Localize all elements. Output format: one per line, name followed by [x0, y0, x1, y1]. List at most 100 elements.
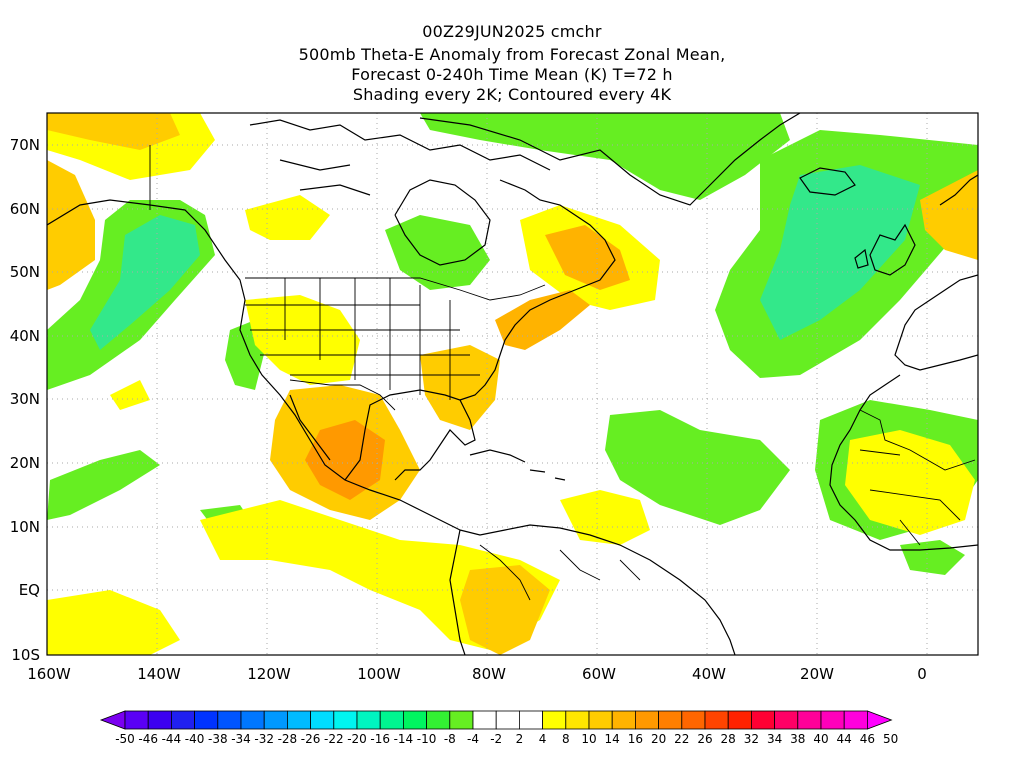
- title-line-3: Forecast 0-240h Time Mean (K) T=72 h: [351, 65, 673, 84]
- lon-label: 0: [917, 665, 927, 683]
- shade-alaska-core: [47, 113, 180, 150]
- colorbar-swatch: [820, 710, 845, 730]
- lon-label: 140W: [137, 665, 181, 683]
- colorbar-swatch: [124, 710, 149, 730]
- coast-scandinavia: [939, 174, 978, 206]
- colorbar-label: 34: [767, 732, 782, 746]
- south-america-borders: [479, 544, 641, 601]
- coast-baja: [289, 394, 331, 461]
- lon-label: 60W: [582, 665, 616, 683]
- colorbar-label: -46: [138, 732, 158, 746]
- shade-labrador-core: [545, 225, 630, 290]
- colorbar-swatch: [379, 710, 404, 730]
- lat-label: 10S: [11, 646, 40, 664]
- shade-canada-pos: [245, 195, 330, 240]
- colorbar-swatch: [333, 710, 358, 730]
- colorbar-swatch: [263, 710, 288, 730]
- coast-south-america: [449, 524, 736, 655]
- coast-africa: [829, 374, 978, 551]
- colorbar-label: -16: [370, 732, 390, 746]
- colorbar-label: -28: [278, 732, 298, 746]
- colorbar-arrow-left: [99, 710, 126, 730]
- lat-label: 40N: [10, 327, 40, 345]
- coast-british-isles: [854, 223, 916, 276]
- coast-hudson-bay: [394, 179, 491, 266]
- lon-label: 40W: [692, 665, 726, 683]
- lat-label: 50N: [10, 263, 40, 281]
- colorbar-swatch: [843, 710, 868, 730]
- colorbar-label: -26: [301, 732, 321, 746]
- colorbar-swatch: [519, 710, 544, 730]
- shade-southeast-pos: [420, 345, 500, 430]
- colorbar-label: 8: [562, 732, 570, 746]
- coast-north-america-west: [47, 199, 461, 531]
- graticule: [47, 113, 978, 655]
- colorbar-swatch: [565, 710, 590, 730]
- colorbar-label: 50: [883, 732, 898, 746]
- lon-label: 100W: [357, 665, 401, 683]
- colorbar-swatch: [402, 710, 427, 730]
- shade-caribbean-pos: [560, 490, 650, 545]
- shade-gulf-guinea-neg: [900, 540, 965, 575]
- lat-label: 20N: [10, 454, 40, 472]
- shade-north-atlantic-core: [760, 165, 920, 340]
- colorbar-label: -50: [115, 732, 135, 746]
- us-state-lines: [245, 278, 480, 400]
- title-line-1: 00Z29JUN2025 cmchr: [422, 22, 602, 41]
- shade-eastern-pacific-neg: [47, 450, 160, 520]
- colorbar-label: -44: [162, 732, 182, 746]
- shade-bering-pos: [47, 160, 95, 290]
- colorbar-label: 10: [581, 732, 596, 746]
- shade-east-coast-pos: [495, 290, 590, 350]
- colorbar-label: -32: [254, 732, 274, 746]
- colorbar-swatch: [751, 710, 776, 730]
- shade-amazon-pos: [460, 565, 550, 655]
- shade-north-pacific-core: [90, 215, 200, 350]
- colorbar-swatch: [356, 710, 381, 730]
- colorbar-swatch: [727, 710, 752, 730]
- colorbar-swatch: [286, 710, 311, 730]
- colorbar-swatch: [495, 710, 520, 730]
- colorbar-label: 22: [674, 732, 689, 746]
- colorbar-arrow-right: [867, 710, 893, 730]
- colorbar-label: 26: [697, 732, 712, 746]
- lon-label: 160W: [27, 665, 71, 683]
- colorbar-swatch: [774, 710, 799, 730]
- colorbar-swatch: [588, 710, 613, 730]
- colorbar-swatch: [797, 710, 822, 730]
- colorbar-label: -10: [417, 732, 437, 746]
- lat-label: 60N: [10, 200, 40, 218]
- colorbar: -50 -46 -44 -40 -38 -34 -32 -28 -26 -22 -20 -16 -14-…: [99, 710, 898, 746]
- shade-central-atlantic-neg: [605, 410, 790, 525]
- colorbar-swatch: [704, 710, 729, 730]
- colorbar-swatch: [658, 710, 683, 730]
- colorbar-swatch: [147, 710, 172, 730]
- colorbar-label: 46: [860, 732, 875, 746]
- lat-label: 30N: [10, 390, 40, 408]
- colorbar-label: 28: [721, 732, 736, 746]
- colorbar-label: 32: [744, 732, 759, 746]
- lat-label: 70N: [10, 136, 40, 154]
- shade-subtropical-pacific-pos: [110, 380, 150, 410]
- colorbar-swatch: [611, 710, 636, 730]
- lat-label: 10N: [10, 518, 40, 536]
- shade-europe-pos: [920, 170, 978, 260]
- title-line-4: Shading every 2K; Contoured every 4K: [352, 85, 672, 104]
- colorbar-swatch: [310, 710, 335, 730]
- lon-label: 20W: [800, 665, 834, 683]
- coast-europe-west: [894, 274, 978, 371]
- colorbar-label: -34: [231, 732, 251, 746]
- colorbar-label: 14: [605, 732, 620, 746]
- colorbar-label: -38: [208, 732, 228, 746]
- colorbar-label: -20: [347, 732, 367, 746]
- colorbar-label: 38: [790, 732, 805, 746]
- shade-south-pacific-pos: [47, 590, 180, 655]
- colorbar-label: -40: [185, 732, 205, 746]
- colorbar-swatch: [194, 710, 219, 730]
- africa-borders: [859, 409, 976, 546]
- anomaly-shading: [47, 113, 978, 655]
- shade-rockies-pos: [245, 295, 360, 385]
- colorbar-swatch: [170, 710, 195, 730]
- colorbar-swatch: [681, 710, 706, 730]
